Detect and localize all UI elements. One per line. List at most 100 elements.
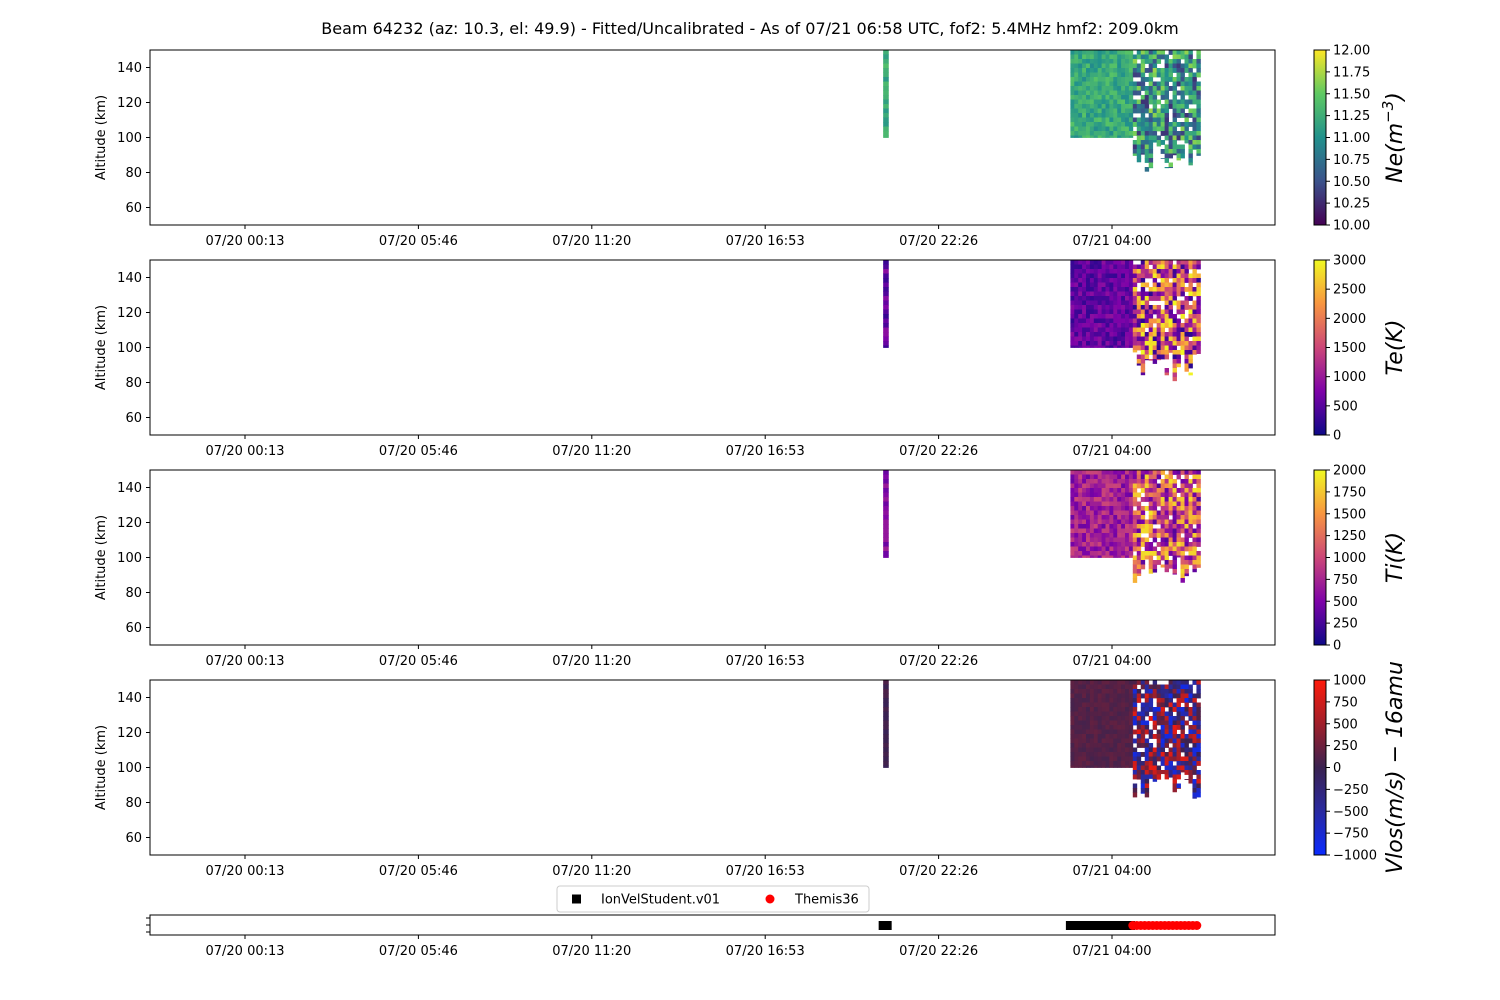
heatmap-cell (1160, 519, 1166, 525)
heatmap-cell (1176, 725, 1181, 730)
heatmap-cell (1144, 542, 1150, 547)
heatmap-cell (1121, 300, 1126, 306)
heatmap-cell (1097, 131, 1102, 136)
heatmap-cell (1097, 332, 1102, 337)
heatmap-cell (1152, 354, 1158, 360)
heatmap-cell (1113, 488, 1118, 493)
heatmap-cell (1188, 108, 1193, 114)
heatmap-cell (1078, 488, 1083, 493)
heatmap-cell (1180, 510, 1185, 516)
heatmap-cell (1172, 287, 1177, 292)
heatmap-cell (883, 122, 889, 127)
heatmap-cell (1164, 296, 1169, 301)
colorbar-tick-label: 500 (1333, 595, 1358, 610)
heatmap-cell (1168, 761, 1173, 766)
heatmap-cell (1172, 774, 1177, 780)
heatmap-cell (883, 524, 889, 529)
heatmap-cell (1168, 282, 1173, 288)
heatmap-cell (1180, 770, 1185, 773)
figure-title: Beam 64232 (az: 10.3, el: 49.9) - Fitted… (321, 19, 1178, 38)
heatmap-cell (1101, 761, 1106, 766)
heatmap-cell (1074, 470, 1079, 475)
heatmap-cell (1097, 479, 1102, 484)
heatmap-cell (1078, 63, 1083, 69)
heatmap-cell (1180, 761, 1185, 766)
heatmap-cell (1192, 707, 1197, 712)
heatmap-cell (1093, 117, 1099, 123)
heatmap-cell (1164, 72, 1169, 78)
heatmap-cell (1105, 300, 1110, 306)
heatmap-cell (1097, 747, 1102, 753)
heatmap-cell (1109, 474, 1114, 480)
heatmap-cell (1109, 680, 1114, 685)
heatmap-cell (1160, 104, 1166, 109)
heatmap-cell (1109, 327, 1114, 333)
heatmap-cell (1196, 140, 1201, 145)
heatmap-cell (1160, 264, 1166, 270)
heatmap-cell (1101, 269, 1106, 274)
heatmap-cell (1196, 501, 1201, 507)
heatmap-cell (1097, 474, 1102, 480)
heatmap-cell (1148, 524, 1154, 529)
heatmap-cell (1074, 108, 1079, 114)
heatmap-cell (1132, 323, 1138, 328)
heatmap-cell (1086, 734, 1091, 739)
y-tick-label: 60 (125, 831, 142, 846)
heatmap-cell (1132, 54, 1138, 60)
heatmap-cell (883, 555, 889, 558)
heatmap-cell (1109, 756, 1114, 762)
heatmap-cell (1144, 528, 1150, 534)
heatmap-cell (1089, 332, 1095, 337)
heatmap-cell (1105, 122, 1110, 127)
heatmap-cell (1176, 537, 1181, 543)
heatmap-cell (1086, 278, 1091, 283)
heatmap-cell (1082, 260, 1087, 265)
heatmap-cell (1105, 332, 1110, 337)
heatmap-cell (1097, 314, 1102, 319)
heatmap-cell (1180, 765, 1185, 771)
heatmap-cell (1176, 720, 1181, 726)
heatmap-cell (1164, 551, 1169, 556)
heatmap-cell (1176, 738, 1181, 744)
heatmap-cell (1156, 117, 1162, 123)
heatmap-cell (1074, 135, 1079, 138)
heatmap-cell (1113, 684, 1118, 690)
heatmap-cell (1136, 501, 1142, 507)
heatmap-cell (1074, 278, 1079, 283)
heatmap-cell (1113, 50, 1118, 55)
heatmap-cell (1082, 506, 1087, 511)
heatmap-cell (1152, 260, 1158, 265)
heatmap-cell (1117, 702, 1122, 708)
heatmap-cell (1113, 323, 1118, 328)
heatmap-cell (1093, 126, 1099, 132)
heatmap-cell (1093, 698, 1099, 703)
heatmap-cell (1074, 50, 1079, 55)
heatmap-cell (1132, 63, 1138, 69)
heatmap-cell (1144, 296, 1150, 301)
heatmap-cell (1078, 296, 1083, 301)
heatmap-cell (883, 300, 889, 306)
heatmap-cell (1117, 296, 1122, 301)
heatmap-cell (1180, 716, 1185, 721)
heatmap-cell (1125, 126, 1130, 132)
heatmap-cell (1156, 720, 1162, 726)
heatmap-cell (1128, 341, 1134, 346)
heatmap-cell (1074, 738, 1079, 744)
heatmap-cell (1117, 680, 1122, 685)
heatmap-cell (1140, 716, 1146, 721)
panel-x-tick-label: 07/20 22:26 (899, 864, 978, 879)
heatmap-cell (1196, 488, 1201, 493)
heatmap-cell (1144, 761, 1150, 766)
heatmap-cell (1176, 323, 1181, 328)
heatmap-cell (1184, 260, 1189, 265)
heatmap-cell (1105, 734, 1110, 739)
heatmap-cell (1128, 524, 1134, 529)
heatmap-cell (1086, 689, 1091, 694)
heatmap-cell (883, 761, 889, 766)
heatmap-cell (1082, 135, 1087, 138)
heatmap-cell (1097, 680, 1102, 685)
heatmap-cell (1117, 551, 1122, 556)
heatmap-cell (1144, 350, 1150, 355)
heatmap-cell (883, 698, 889, 703)
heatmap-cell (1148, 510, 1154, 516)
